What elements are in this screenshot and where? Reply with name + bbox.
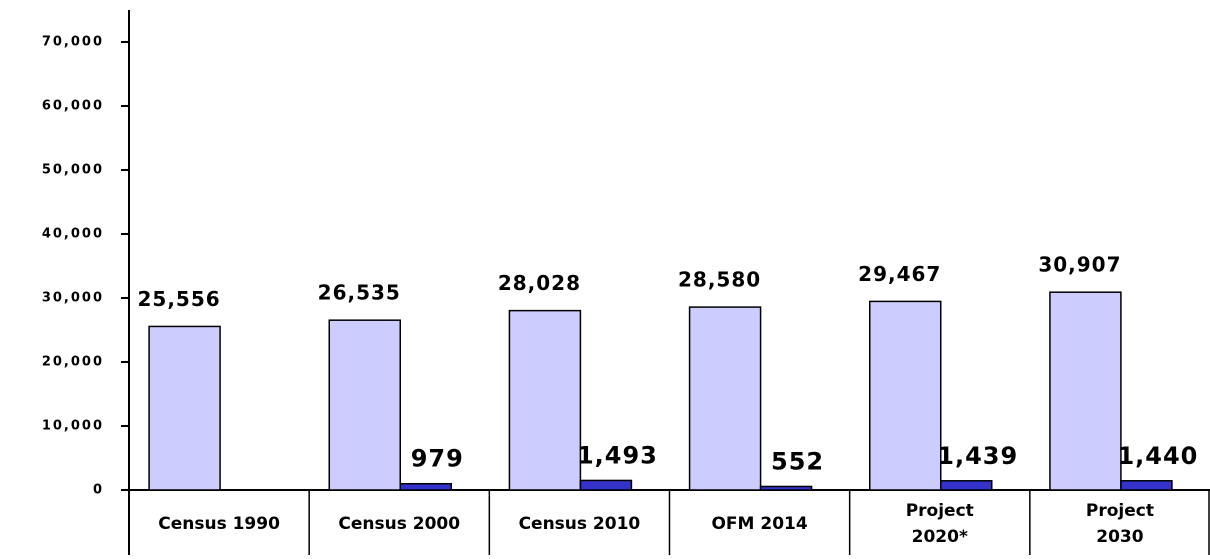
y-tick-label: 60,000 bbox=[42, 99, 104, 114]
bar bbox=[148, 325, 221, 491]
value-label: 28,028 bbox=[498, 271, 581, 295]
value-label: 26,535 bbox=[318, 281, 401, 305]
x-tick-label: Project 2030 bbox=[1085, 500, 1154, 547]
y-tick-label: 10,000 bbox=[42, 419, 104, 434]
value-label: 28,580 bbox=[678, 268, 761, 292]
y-tick-label: 50,000 bbox=[42, 163, 104, 178]
value-label: 1,440 bbox=[1117, 442, 1198, 470]
bar bbox=[1120, 480, 1173, 491]
bar bbox=[759, 485, 813, 491]
value-label: 1,493 bbox=[577, 441, 658, 469]
x-tick-label: OFM 2014 bbox=[711, 513, 808, 534]
value-label: 552 bbox=[771, 447, 824, 475]
value-label: 25,556 bbox=[137, 287, 220, 311]
y-tick-label: 0 bbox=[93, 483, 104, 498]
x-tick-label: Project 2020* bbox=[905, 500, 974, 547]
value-label: 979 bbox=[411, 445, 464, 473]
y-tick-label: 70,000 bbox=[42, 35, 104, 50]
bar bbox=[940, 480, 993, 491]
bar bbox=[508, 309, 582, 491]
value-label: 29,467 bbox=[858, 262, 941, 286]
bar bbox=[328, 319, 401, 491]
bar bbox=[579, 479, 633, 491]
bar bbox=[399, 482, 452, 491]
x-tick-label: Census 2000 bbox=[338, 513, 461, 534]
y-tick-label: 30,000 bbox=[42, 291, 104, 306]
y-tick-label: 20,000 bbox=[42, 355, 104, 370]
value-label: 30,907 bbox=[1038, 253, 1121, 277]
x-tick-label: Census 1990 bbox=[158, 513, 280, 534]
y-tick-label: 40,000 bbox=[42, 227, 104, 242]
bar bbox=[688, 306, 762, 491]
value-label: 1,439 bbox=[937, 442, 1018, 470]
x-tick-label: Census 2010 bbox=[518, 513, 641, 534]
bar bbox=[869, 300, 942, 491]
bar bbox=[1049, 291, 1122, 491]
